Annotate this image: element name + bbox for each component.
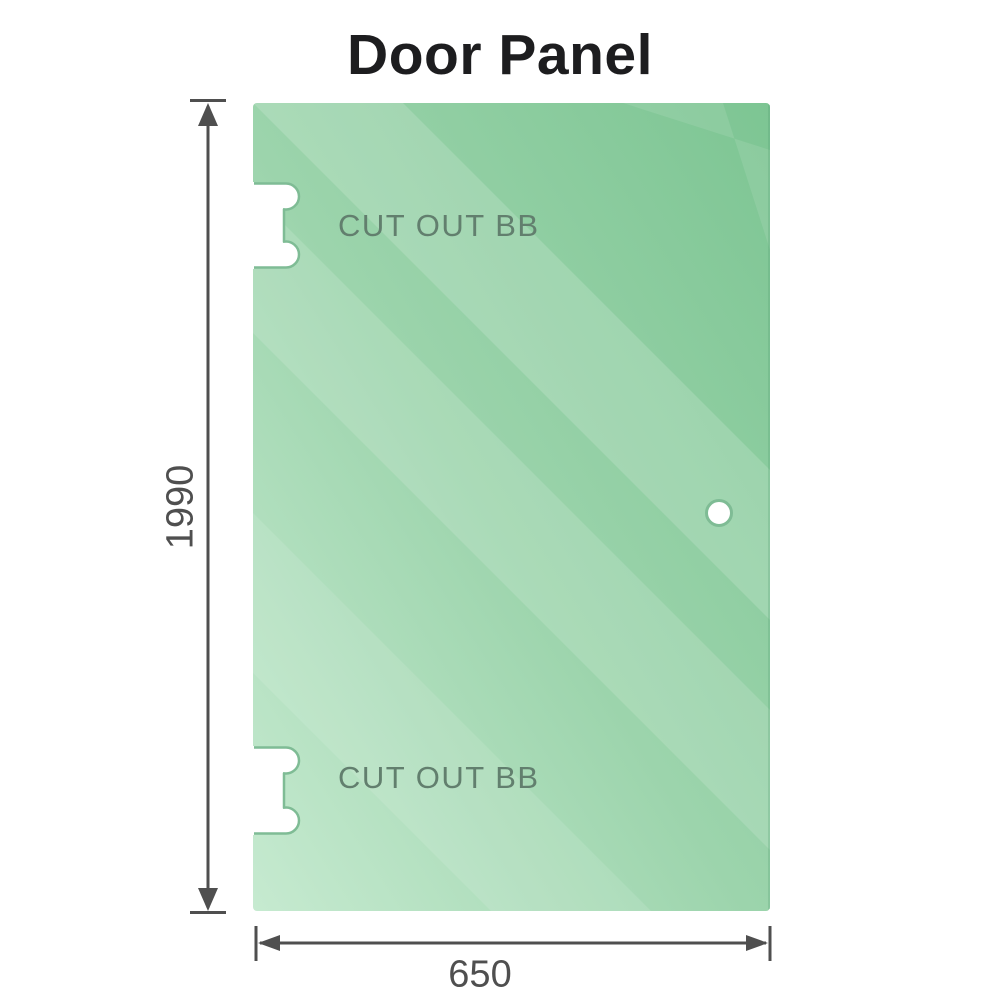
height-dim-arrow-up (198, 103, 218, 126)
hinge-cutout-bottom (244, 746, 301, 835)
page-title: Door Panel (347, 23, 653, 87)
hinge-cutout-top-fill (253, 183, 299, 268)
glass-streak (253, 103, 770, 620)
hinge-cutout-top-outline (251, 182, 301, 269)
width-dim-arrow-left (258, 935, 280, 951)
width-dimension-label: 650 (448, 953, 512, 996)
hinge-cutout-bottom-outline (251, 746, 301, 835)
cutout-top-label: CUT OUT BB (338, 208, 540, 243)
height-dimension (190, 99, 226, 914)
width-dimension (254, 926, 772, 961)
hinge-cutout-bottom-opening (244, 746, 254, 835)
handle-hole (705, 499, 733, 527)
glass-streak (253, 513, 651, 911)
width-dim-arrow-right (746, 935, 768, 951)
hinge-cutout-bottom-fill (253, 747, 299, 834)
height-dimension-label: 1990 (159, 464, 202, 550)
glass-panel (253, 103, 770, 911)
cutout-bottom-label: CUT OUT BB (338, 760, 540, 795)
hinge-cutout-top-opening (244, 182, 254, 269)
glass-glare-streaks (253, 103, 770, 911)
hinge-cutout-top (244, 182, 301, 269)
height-dim-arrow-down (198, 888, 218, 911)
glass-streak (253, 193, 770, 850)
